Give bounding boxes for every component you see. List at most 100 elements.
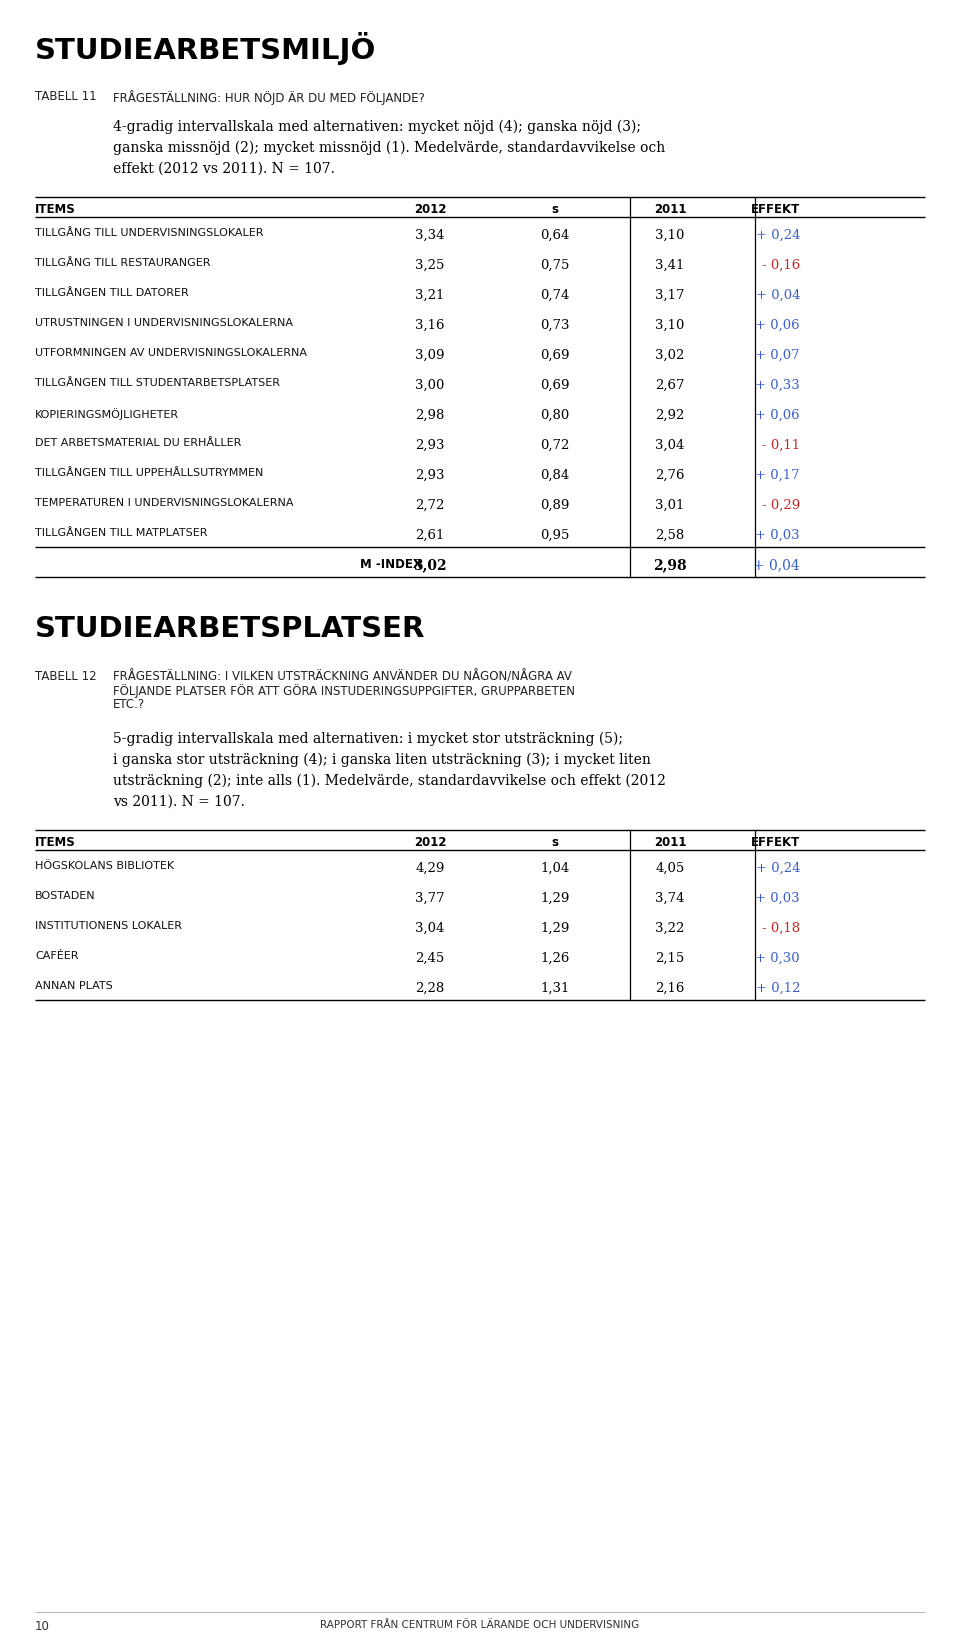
Text: 4,29: 4,29 — [416, 861, 444, 875]
Text: 2011: 2011 — [654, 203, 686, 216]
Text: ITEMS: ITEMS — [35, 203, 76, 216]
Text: 3,02: 3,02 — [413, 558, 446, 573]
Text: 3,04: 3,04 — [416, 921, 444, 934]
Text: 2,58: 2,58 — [656, 529, 684, 542]
Text: 3,17: 3,17 — [656, 288, 684, 301]
Text: 3,25: 3,25 — [416, 259, 444, 272]
Text: 1,29: 1,29 — [540, 891, 569, 904]
Text: 10: 10 — [35, 1621, 50, 1632]
Text: 3,10: 3,10 — [656, 229, 684, 242]
Text: 0,89: 0,89 — [540, 499, 569, 512]
Text: DET ARBETSMATERIAL DU ERHÅLLER: DET ARBETSMATERIAL DU ERHÅLLER — [35, 438, 241, 448]
Text: BOSTADEN: BOSTADEN — [35, 891, 96, 901]
Text: + 0,04: + 0,04 — [754, 558, 800, 573]
Text: 0,84: 0,84 — [540, 468, 569, 481]
Text: i ganska stor utsträckning (4); i ganska liten utsträckning (3); i mycket liten: i ganska stor utsträckning (4); i ganska… — [113, 753, 651, 768]
Text: ganska missnöjd (2); mycket missnöjd (1). Medelvärde, standardavvikelse och: ganska missnöjd (2); mycket missnöjd (1)… — [113, 142, 665, 155]
Text: 3,34: 3,34 — [416, 229, 444, 242]
Text: 2,15: 2,15 — [656, 952, 684, 965]
Text: 3,41: 3,41 — [656, 259, 684, 272]
Text: 3,04: 3,04 — [656, 438, 684, 451]
Text: + 0,12: + 0,12 — [756, 982, 800, 995]
Text: KOPIERINGSMÖJLIGHETER: KOPIERINGSMÖJLIGHETER — [35, 408, 180, 420]
Text: CAFÉER: CAFÉER — [35, 952, 79, 962]
Text: 5-gradig intervallskala med alternativen: i mycket stor utsträckning (5);: 5-gradig intervallskala med alternativen… — [113, 731, 623, 746]
Text: 1,31: 1,31 — [540, 982, 569, 995]
Text: + 0,07: + 0,07 — [756, 349, 800, 361]
Text: + 0,24: + 0,24 — [756, 229, 800, 242]
Text: 3,77: 3,77 — [415, 891, 444, 904]
Text: 2,72: 2,72 — [416, 499, 444, 512]
Text: utsträckning (2); inte alls (1). Medelvärde, standardavvikelse och effekt (2012: utsträckning (2); inte alls (1). Medelvä… — [113, 774, 666, 789]
Text: + 0,03: + 0,03 — [756, 529, 800, 542]
Text: TILLGÅNG TILL RESTAURANGER: TILLGÅNG TILL RESTAURANGER — [35, 259, 210, 268]
Text: 3,16: 3,16 — [416, 318, 444, 331]
Text: FÖLJANDE PLATSER FÖR ATT GÖRA INSTUDERINGSUPPGIFTER, GRUPPARBETEN: FÖLJANDE PLATSER FÖR ATT GÖRA INSTUDERIN… — [113, 684, 575, 698]
Text: 4,05: 4,05 — [656, 861, 684, 875]
Text: + 0,06: + 0,06 — [756, 408, 800, 422]
Text: s: s — [551, 203, 559, 216]
Text: TILLGÅNGEN TILL MATPLATSER: TILLGÅNGEN TILL MATPLATSER — [35, 529, 207, 539]
Text: ITEMS: ITEMS — [35, 837, 76, 848]
Text: - 0,18: - 0,18 — [762, 921, 800, 934]
Text: UTRUSTNINGEN I UNDERVISNINGSLOKALERNA: UTRUSTNINGEN I UNDERVISNINGSLOKALERNA — [35, 318, 293, 328]
Text: 0,69: 0,69 — [540, 349, 569, 361]
Text: TABELL 12: TABELL 12 — [35, 670, 97, 684]
Text: ETC.?: ETC.? — [113, 698, 145, 712]
Text: 2012: 2012 — [414, 837, 446, 848]
Text: s: s — [551, 837, 559, 848]
Text: 2,45: 2,45 — [416, 952, 444, 965]
Text: INSTITUTIONENS LOKALER: INSTITUTIONENS LOKALER — [35, 921, 182, 932]
Text: 3,02: 3,02 — [656, 349, 684, 361]
Text: 0,72: 0,72 — [540, 438, 569, 451]
Text: TILLGÅNGEN TILL DATORER: TILLGÅNGEN TILL DATORER — [35, 288, 189, 298]
Text: + 0,17: + 0,17 — [756, 468, 800, 481]
Text: 0,74: 0,74 — [540, 288, 569, 301]
Text: 1,26: 1,26 — [540, 952, 569, 965]
Text: UTFORMNINGEN AV UNDERVISNINGSLOKALERNA: UTFORMNINGEN AV UNDERVISNINGSLOKALERNA — [35, 349, 307, 359]
Text: 3,01: 3,01 — [656, 499, 684, 512]
Text: EFFEKT: EFFEKT — [751, 203, 800, 216]
Text: FRÅGESTÄLLNING: I VILKEN UTSTRÄCKNING ANVÄNDER DU NÅGON/NÅGRA AV: FRÅGESTÄLLNING: I VILKEN UTSTRÄCKNING AN… — [113, 670, 572, 684]
Text: 3,09: 3,09 — [416, 349, 444, 361]
Text: 0,80: 0,80 — [540, 408, 569, 422]
Text: 2,61: 2,61 — [416, 529, 444, 542]
Text: 1,04: 1,04 — [540, 861, 569, 875]
Text: HÖGSKOLANS BIBLIOTEK: HÖGSKOLANS BIBLIOTEK — [35, 861, 174, 871]
Text: 3,21: 3,21 — [416, 288, 444, 301]
Text: 2,93: 2,93 — [416, 468, 444, 481]
Text: TILLGÅNGEN TILL STUDENTARBETSPLATSER: TILLGÅNGEN TILL STUDENTARBETSPLATSER — [35, 379, 280, 389]
Text: 2,28: 2,28 — [416, 982, 444, 995]
Text: 2,92: 2,92 — [656, 408, 684, 422]
Text: 2,76: 2,76 — [656, 468, 684, 481]
Text: effekt (2012 vs 2011). N = 107.: effekt (2012 vs 2011). N = 107. — [113, 161, 335, 176]
Text: 3,10: 3,10 — [656, 318, 684, 331]
Text: - 0,29: - 0,29 — [761, 499, 800, 512]
Text: RAPPORT FRÅN CENTRUM FÖR LÄRANDE OCH UNDERVISNING: RAPPORT FRÅN CENTRUM FÖR LÄRANDE OCH UND… — [321, 1621, 639, 1631]
Text: 2,67: 2,67 — [656, 379, 684, 392]
Text: + 0,04: + 0,04 — [756, 288, 800, 301]
Text: - 0,11: - 0,11 — [762, 438, 800, 451]
Text: STUDIEARBETSMILJÖ: STUDIEARBETSMILJÖ — [35, 31, 376, 64]
Text: 2012: 2012 — [414, 203, 446, 216]
Text: 3,00: 3,00 — [416, 379, 444, 392]
Text: TABELL 11: TABELL 11 — [35, 91, 97, 104]
Text: TILLGÅNGEN TILL UPPEHÅLLSUTRYMMEN: TILLGÅNGEN TILL UPPEHÅLLSUTRYMMEN — [35, 468, 263, 478]
Text: - 0,16: - 0,16 — [761, 259, 800, 272]
Text: + 0,33: + 0,33 — [756, 379, 800, 392]
Text: 0,95: 0,95 — [540, 529, 569, 542]
Text: 0,64: 0,64 — [540, 229, 569, 242]
Text: FRÅGESTÄLLNING: HUR NÖJD ÄR DU MED FÖLJANDE?: FRÅGESTÄLLNING: HUR NÖJD ÄR DU MED FÖLJA… — [113, 91, 425, 105]
Text: 2,93: 2,93 — [416, 438, 444, 451]
Text: + 0,30: + 0,30 — [756, 952, 800, 965]
Text: 2,98: 2,98 — [653, 558, 686, 573]
Text: 0,69: 0,69 — [540, 379, 569, 392]
Text: TILLGÅNG TILL UNDERVISNINGSLOKALER: TILLGÅNG TILL UNDERVISNINGSLOKALER — [35, 229, 263, 239]
Text: EFFEKT: EFFEKT — [751, 837, 800, 848]
Text: 2011: 2011 — [654, 837, 686, 848]
Text: 0,75: 0,75 — [540, 259, 569, 272]
Text: vs 2011). N = 107.: vs 2011). N = 107. — [113, 796, 245, 809]
Text: 4-gradig intervallskala med alternativen: mycket nöjd (4); ganska nöjd (3);: 4-gradig intervallskala med alternativen… — [113, 120, 641, 135]
Text: STUDIEARBETSPLATSER: STUDIEARBETSPLATSER — [35, 614, 425, 642]
Text: 2,98: 2,98 — [416, 408, 444, 422]
